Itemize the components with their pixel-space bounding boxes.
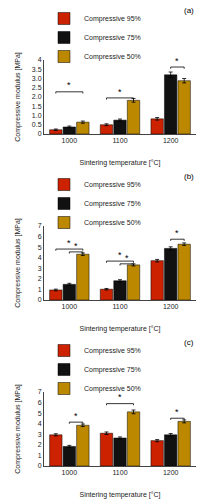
svg-text:1200: 1200 <box>163 303 179 310</box>
svg-text:Sintering temperature [°C]: Sintering temperature [°C] <box>79 491 160 499</box>
svg-text:3.0: 3.0 <box>32 75 42 82</box>
svg-text:*: * <box>118 87 122 97</box>
svg-text:*: * <box>67 80 71 90</box>
svg-text:0: 0 <box>38 296 42 303</box>
svg-text:(c): (c) <box>184 338 194 347</box>
svg-text:6: 6 <box>38 399 42 406</box>
svg-text:2.0: 2.0 <box>32 93 42 100</box>
svg-text:1: 1 <box>38 286 42 293</box>
svg-text:*: * <box>175 56 179 66</box>
svg-text:1.5: 1.5 <box>32 103 42 110</box>
svg-text:0.5: 0.5 <box>32 121 42 128</box>
svg-text:1: 1 <box>38 452 42 459</box>
svg-text:5: 5 <box>38 244 42 251</box>
svg-text:3.5: 3.5 <box>32 66 42 73</box>
svg-text:1000: 1000 <box>62 469 78 476</box>
svg-text:Compressive 50%: Compressive 50% <box>84 219 141 227</box>
svg-text:*: * <box>74 241 78 251</box>
svg-text:0: 0 <box>38 130 42 137</box>
svg-text:Sintering temperature [°C]: Sintering temperature [°C] <box>79 325 160 333</box>
svg-text:Compressive 75%: Compressive 75% <box>84 34 141 42</box>
svg-text:Compressive modulus [MPa]: Compressive modulus [MPa] <box>14 52 22 142</box>
svg-text:2.5: 2.5 <box>32 84 42 91</box>
svg-text:(a): (a) <box>184 6 194 15</box>
svg-text:*: * <box>74 411 78 421</box>
svg-text:*: * <box>118 250 122 260</box>
svg-text:*: * <box>67 238 71 248</box>
svg-text:Compressive 75%: Compressive 75% <box>84 366 141 374</box>
svg-text:1000: 1000 <box>62 137 78 144</box>
svg-text:1.0: 1.0 <box>32 112 42 119</box>
svg-text:2: 2 <box>38 275 42 282</box>
svg-text:Compressive 95%: Compressive 95% <box>84 15 141 23</box>
svg-text:Compressive 75%: Compressive 75% <box>84 200 141 208</box>
svg-text:4: 4 <box>38 56 42 63</box>
svg-text:Compressive modulus [MPa]: Compressive modulus [MPa] <box>14 218 22 308</box>
svg-text:Compressive modulus [MPa]: Compressive modulus [MPa] <box>14 384 22 474</box>
svg-text:*: * <box>125 253 129 263</box>
svg-text:6: 6 <box>38 233 42 240</box>
svg-text:1100: 1100 <box>112 469 127 476</box>
svg-text:7: 7 <box>38 222 42 229</box>
svg-text:1200: 1200 <box>163 137 179 144</box>
svg-text:Compressive 50%: Compressive 50% <box>84 53 141 61</box>
svg-text:1000: 1000 <box>62 303 78 310</box>
svg-text:*: * <box>175 228 179 238</box>
svg-text:0: 0 <box>38 462 42 469</box>
svg-text:Sintering temperature [°C]: Sintering temperature [°C] <box>79 159 160 167</box>
svg-text:7: 7 <box>38 388 42 395</box>
svg-text:1200: 1200 <box>163 469 179 476</box>
svg-text:4: 4 <box>38 420 42 427</box>
svg-text:5: 5 <box>38 410 42 417</box>
svg-text:Compressive 95%: Compressive 95% <box>84 347 141 355</box>
svg-text:1100: 1100 <box>112 303 127 310</box>
svg-text:1100: 1100 <box>112 137 127 144</box>
svg-text:*: * <box>118 392 122 402</box>
svg-text:3: 3 <box>38 431 42 438</box>
svg-text:*: * <box>175 407 179 417</box>
svg-text:(b): (b) <box>184 172 194 181</box>
svg-text:2: 2 <box>38 441 42 448</box>
svg-text:Compressive 50%: Compressive 50% <box>84 385 141 393</box>
svg-text:4: 4 <box>38 254 42 261</box>
svg-text:Compressive 95%: Compressive 95% <box>84 181 141 189</box>
svg-text:3: 3 <box>38 265 42 272</box>
